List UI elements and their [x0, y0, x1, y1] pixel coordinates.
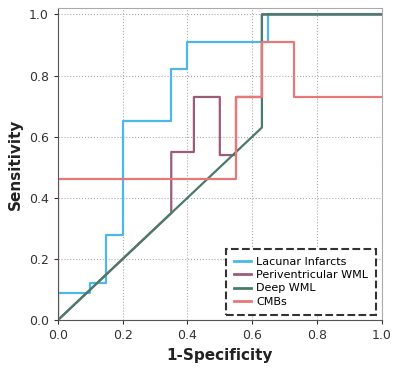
Legend: Lacunar Infarcts, Periventricular WML, Deep WML, CMBs: Lacunar Infarcts, Periventricular WML, D…: [226, 249, 376, 315]
X-axis label: 1-Specificity: 1-Specificity: [166, 348, 273, 363]
Y-axis label: Sensitivity: Sensitivity: [8, 118, 23, 210]
